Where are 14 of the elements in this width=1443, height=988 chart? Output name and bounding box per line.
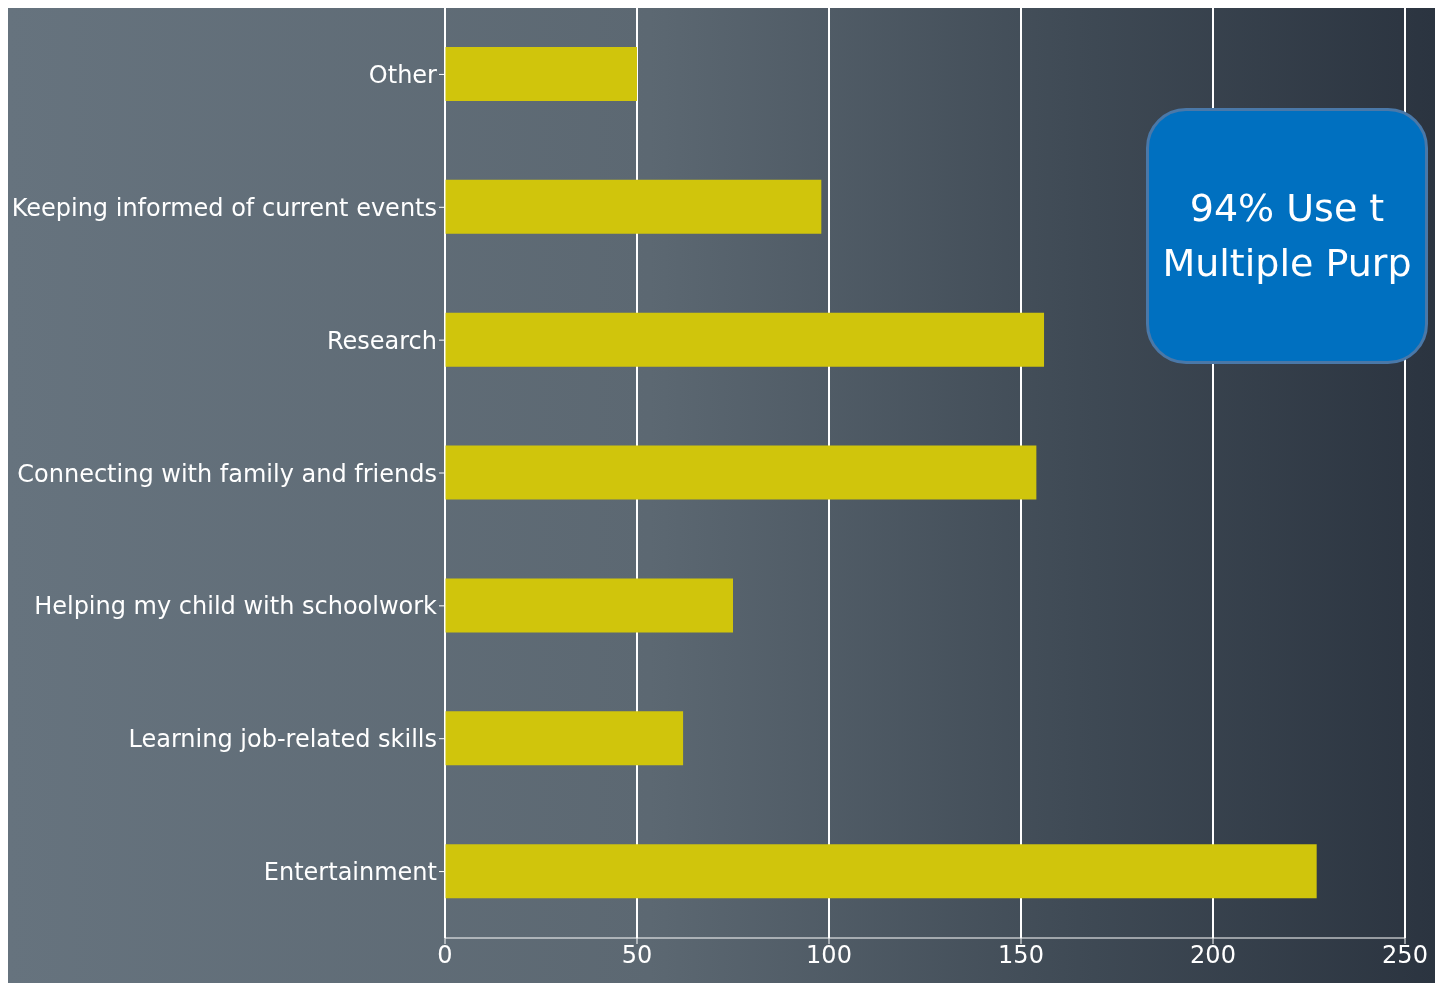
y-tick-label: Research [326,326,437,355]
x-tick-label: 200 [1190,941,1236,970]
x-tick-label: 50 [621,941,653,970]
y-tick-label: Keeping informed of current events [11,193,437,222]
x-tick-label: 0 [437,941,453,970]
x-tick-label: 250 [1382,941,1428,970]
y-tick-label: Connecting with family and friends [17,459,437,488]
x-tick-label: 100 [806,941,852,970]
y-tick-label: Entertainment [263,858,437,887]
y-tick-label: Learning job-related skills [128,725,437,754]
y-tick-label: Other [368,60,438,89]
x-tick-label: 150 [998,941,1044,970]
y-tick-label: Helping my child with schoolwork [34,592,438,621]
callout-box: 94% Use t Multiple Purp [1146,108,1428,364]
